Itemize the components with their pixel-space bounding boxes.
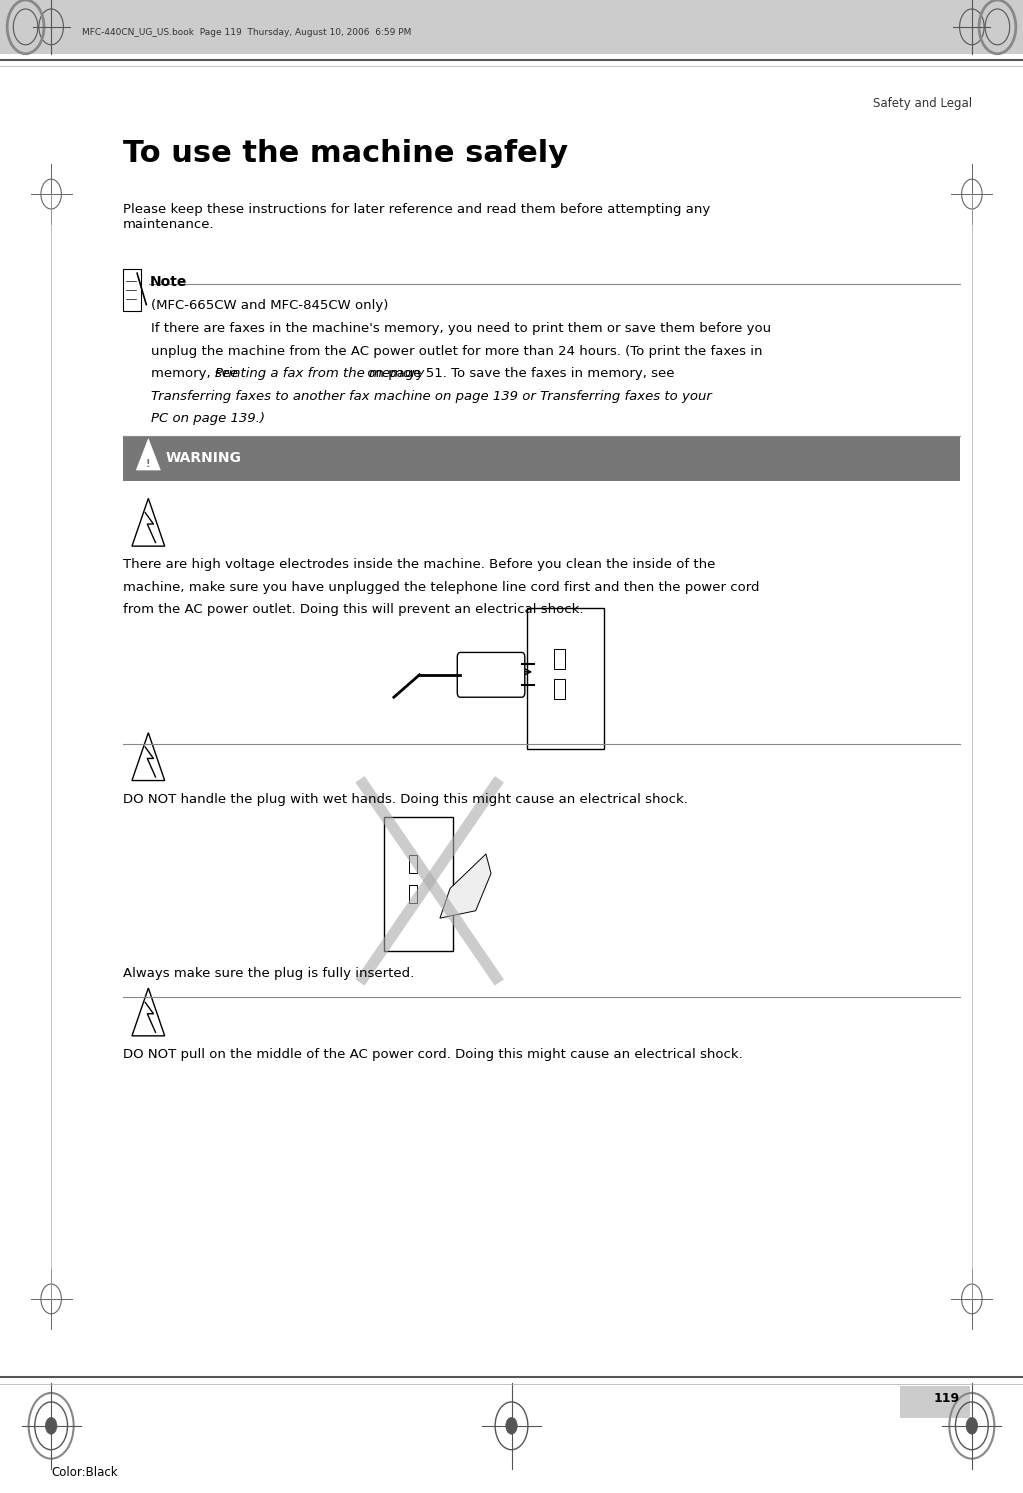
Text: 119: 119	[933, 1393, 960, 1405]
Polygon shape	[132, 733, 165, 781]
FancyBboxPatch shape	[527, 608, 604, 749]
FancyBboxPatch shape	[457, 652, 525, 697]
Circle shape	[505, 1417, 518, 1435]
Text: Printing a fax from the memory: Printing a fax from the memory	[215, 367, 425, 381]
Polygon shape	[132, 499, 165, 546]
Text: DO NOT handle the plug with wet hands. Doing this might cause an electrical shoc: DO NOT handle the plug with wet hands. D…	[123, 793, 687, 806]
Circle shape	[966, 1417, 978, 1435]
FancyBboxPatch shape	[123, 436, 960, 481]
Text: MFC-440CN_UG_US.book  Page 119  Thursday, August 10, 2006  6:59 PM: MFC-440CN_UG_US.book Page 119 Thursday, …	[82, 28, 411, 37]
Text: If there are faxes in the machine's memory, you need to print them or save them : If there are faxes in the machine's memo…	[151, 322, 771, 336]
Polygon shape	[440, 854, 491, 918]
Text: Note: Note	[149, 275, 187, 288]
FancyBboxPatch shape	[0, 0, 1023, 54]
Text: Please keep these instructions for later reference and read them before attempti: Please keep these instructions for later…	[123, 203, 710, 231]
Circle shape	[45, 1417, 57, 1435]
Text: WARNING: WARNING	[166, 451, 241, 466]
Text: on page 51. To save the faxes in memory, see: on page 51. To save the faxes in memory,…	[362, 367, 674, 381]
Text: machine, make sure you have unplugged the telephone line cord first and then the: machine, make sure you have unplugged th…	[123, 581, 759, 594]
Text: Color:Black: Color:Black	[51, 1466, 118, 1480]
Text: from the AC power outlet. Doing this will prevent an electrical shock.: from the AC power outlet. Doing this wil…	[123, 603, 583, 617]
Text: (MFC-665CW and MFC-845CW only): (MFC-665CW and MFC-845CW only)	[151, 299, 389, 312]
FancyBboxPatch shape	[554, 679, 565, 699]
Text: There are high voltage electrodes inside the machine. Before you clean the insid: There are high voltage electrodes inside…	[123, 558, 715, 572]
Polygon shape	[132, 988, 165, 1036]
FancyBboxPatch shape	[409, 855, 417, 873]
Text: unplug the machine from the AC power outlet for more than 24 hours. (To print th: unplug the machine from the AC power out…	[151, 345, 763, 358]
Text: !: !	[146, 460, 150, 469]
Text: Safety and Legal: Safety and Legal	[873, 97, 972, 110]
FancyBboxPatch shape	[554, 649, 565, 669]
Text: Always make sure the plug is fully inserted.: Always make sure the plug is fully inser…	[123, 967, 414, 981]
Text: PC on page 139.): PC on page 139.)	[151, 412, 265, 426]
FancyBboxPatch shape	[123, 269, 141, 311]
Text: Transferring faxes to another fax machine on page 139 or Transferring faxes to y: Transferring faxes to another fax machin…	[151, 390, 712, 403]
Text: memory, see: memory, see	[151, 367, 242, 381]
FancyBboxPatch shape	[384, 817, 453, 951]
Polygon shape	[136, 439, 161, 470]
Text: DO NOT pull on the middle of the AC power cord. Doing this might cause an electr: DO NOT pull on the middle of the AC powe…	[123, 1048, 743, 1062]
FancyBboxPatch shape	[900, 1386, 970, 1418]
FancyBboxPatch shape	[409, 885, 417, 903]
Text: To use the machine safely: To use the machine safely	[123, 139, 568, 167]
